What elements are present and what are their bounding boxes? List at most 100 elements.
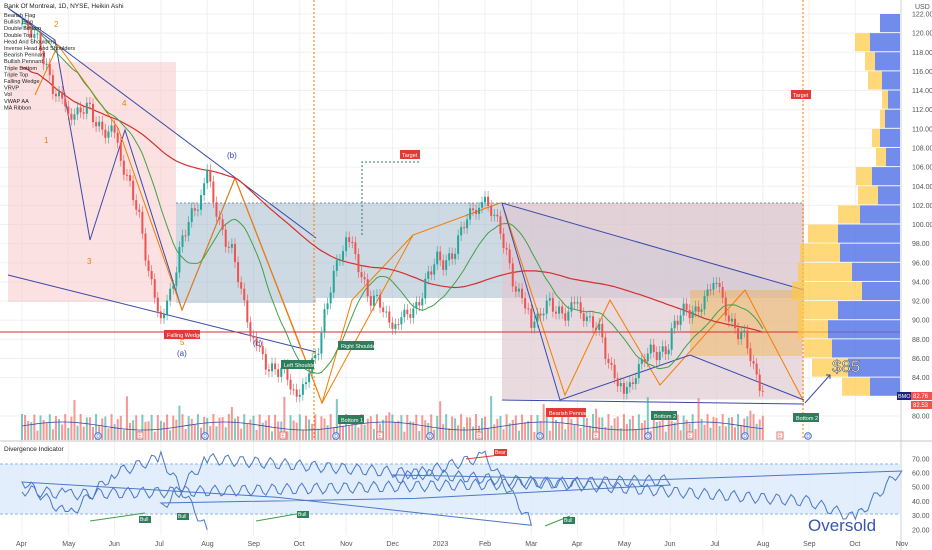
volume-bar	[394, 422, 397, 440]
volume-bar	[107, 428, 110, 440]
volume-bar	[382, 419, 385, 440]
volume-bar	[141, 414, 144, 440]
volume-bar	[261, 422, 264, 440]
candle-body	[64, 98, 67, 107]
price-tick: 108.00	[912, 145, 932, 152]
candle-body	[558, 306, 561, 314]
vp-bar-yellow	[838, 205, 860, 224]
vp-bar-yellow	[882, 90, 888, 109]
orange-box	[690, 290, 802, 356]
volume-bar	[530, 414, 533, 440]
time-tick: Jul	[711, 541, 720, 548]
earnings-marker	[475, 431, 483, 440]
volume-bar	[369, 416, 372, 440]
last-price-2: 82.53	[913, 403, 929, 409]
candle-body	[206, 169, 209, 184]
volume-bar	[122, 429, 125, 440]
candle-body	[700, 309, 703, 312]
legend-item: Triple Bottom	[4, 66, 37, 72]
vp-bar-yellow	[856, 167, 872, 186]
last-price: 82.76	[913, 394, 929, 400]
volume-bar	[619, 428, 622, 440]
volume-bar	[595, 408, 598, 440]
volume-bar	[658, 421, 661, 440]
candle-body	[113, 125, 116, 133]
candle-body	[221, 219, 224, 230]
candle-body	[258, 345, 261, 347]
legend-item: Triple Top	[4, 72, 28, 78]
candle-body	[601, 323, 604, 338]
candle-body	[478, 207, 481, 215]
candle-body	[295, 389, 298, 397]
candle-body	[493, 214, 496, 216]
volume-bar	[502, 429, 505, 440]
volume-bar	[406, 414, 409, 440]
wave-2: 2	[54, 20, 59, 29]
vp-bar-yellow	[812, 358, 848, 377]
candle-body	[132, 180, 135, 201]
volume-bar	[27, 420, 30, 440]
candle-body	[573, 302, 576, 304]
volume-bar	[724, 426, 727, 440]
time-tick: May	[62, 541, 76, 548]
left-shoulder-label: Left Shoulder	[284, 363, 317, 369]
candle-body	[135, 200, 138, 210]
volume-bar	[573, 424, 576, 440]
volume-bar	[397, 420, 400, 440]
price-axis[interactable]: USD 122.00 120.00 118.00 116.00 114.00 112.00…	[912, 4, 932, 420]
volume-bar	[237, 416, 240, 440]
volume-bar	[655, 421, 658, 440]
volume-bar	[329, 414, 332, 440]
wave-1: 1	[44, 136, 49, 145]
candle-body	[634, 378, 637, 385]
vp-bar-blue	[885, 109, 900, 128]
volume-bar	[487, 427, 490, 440]
candle-body	[592, 316, 595, 328]
volume-bar	[682, 415, 685, 440]
vp-bar-blue	[872, 167, 900, 186]
volume-bar	[345, 414, 348, 440]
osc-tick: 40.00	[912, 499, 930, 506]
price-tick: 98.00	[912, 241, 930, 248]
bull-label-3: Bull	[298, 512, 306, 518]
volume-bar	[758, 419, 761, 440]
legend-item: Bullish Flag	[4, 20, 33, 26]
candle-body	[418, 302, 421, 306]
volume-bar	[545, 414, 548, 440]
volume-bar	[292, 420, 295, 440]
volume-bar	[227, 414, 230, 440]
bottom1-label: Bottom 1	[341, 418, 363, 424]
candle-body	[527, 308, 530, 310]
candle-body	[61, 91, 64, 99]
svg-text:D: D	[538, 434, 542, 440]
svg-text:E: E	[378, 434, 382, 440]
volume-bar	[548, 430, 551, 440]
price-tick: 90.00	[912, 318, 930, 325]
candle-body	[354, 242, 357, 255]
volume-bar	[375, 414, 378, 440]
candle-body	[159, 311, 162, 319]
volume-bar	[193, 424, 196, 440]
volume-bar	[135, 415, 138, 440]
price-tick: 120.00	[912, 31, 932, 38]
volume-bar	[451, 416, 454, 440]
volume-bar	[433, 429, 436, 440]
time-axis[interactable]: Apr May Jun Jul Aug Sep Oct Nov Dec 2023 Feb Mar Apr…	[16, 541, 909, 548]
candle-body	[585, 316, 588, 322]
candle-body	[82, 112, 85, 114]
volume-bar	[175, 419, 178, 440]
volume-bar	[221, 417, 224, 440]
bull-label-1: Bull	[140, 517, 148, 523]
volume-bar	[646, 397, 649, 440]
vp-bar-blue	[828, 320, 900, 339]
wedge-lower	[7, 274, 317, 353]
last-symbol: BMO	[898, 394, 911, 400]
wave-orange	[34, 44, 501, 405]
volume-bar	[181, 414, 184, 440]
volume-bar	[301, 429, 304, 440]
volume-bar	[755, 423, 758, 440]
wave-a: (a)	[177, 349, 187, 358]
volume-bar	[472, 426, 475, 440]
